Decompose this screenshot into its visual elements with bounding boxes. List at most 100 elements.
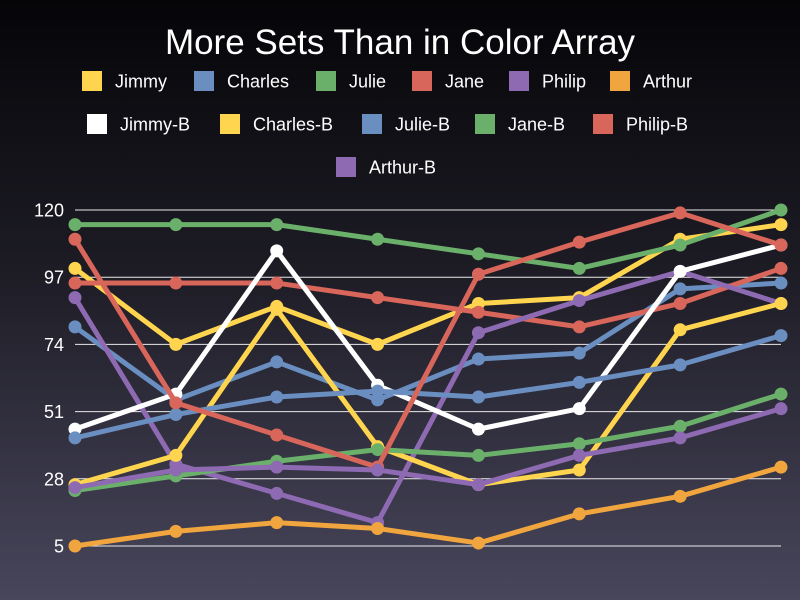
- series-line: [72, 242, 784, 432]
- data-point: [371, 232, 385, 246]
- legend-swatch: [316, 71, 336, 91]
- data-point: [169, 337, 183, 351]
- series-jane: [68, 261, 788, 334]
- data-point: [774, 238, 788, 252]
- y-tick-label: 97: [44, 268, 64, 288]
- data-point: [774, 261, 788, 275]
- data-point: [169, 448, 183, 462]
- data-point: [572, 507, 586, 521]
- data-point: [572, 294, 586, 308]
- legend-label: Julie-B: [395, 115, 450, 135]
- data-point: [673, 282, 687, 296]
- y-tick-label: 74: [44, 335, 64, 355]
- legend-swatch: [194, 71, 214, 91]
- series-arthur: [68, 460, 788, 553]
- data-point: [572, 320, 586, 334]
- series-philip-b: [68, 206, 788, 474]
- legend-label: Charles-B: [253, 115, 333, 135]
- data-point: [471, 422, 485, 436]
- data-point: [673, 206, 687, 220]
- data-point: [673, 323, 687, 337]
- data-point: [169, 408, 183, 422]
- data-point: [169, 463, 183, 477]
- data-point: [673, 419, 687, 433]
- data-point: [68, 320, 82, 334]
- legend-swatch: [220, 114, 240, 134]
- data-point: [68, 261, 82, 275]
- series-line: [72, 265, 784, 330]
- legend-item: Philip: [509, 71, 586, 92]
- data-point: [270, 244, 284, 258]
- legend-item: Jane-B: [475, 114, 565, 135]
- legend-label: Jane: [445, 72, 484, 92]
- legend-item: Julie: [316, 71, 386, 92]
- series-line: [72, 280, 784, 403]
- data-point: [270, 390, 284, 404]
- y-tick-label: 28: [44, 469, 64, 489]
- legend-item: Arthur-B: [336, 157, 436, 178]
- y-tick-label: 5: [54, 537, 64, 557]
- data-point: [169, 396, 183, 410]
- data-point: [371, 337, 385, 351]
- data-point: [371, 443, 385, 457]
- series-arthur-b: [68, 402, 788, 495]
- legend-label: Jimmy: [115, 72, 167, 92]
- data-point: [774, 402, 788, 416]
- data-point: [471, 390, 485, 404]
- legend-label: Charles: [227, 72, 289, 92]
- legend-item: Jane: [412, 71, 484, 92]
- legend-label: Julie: [349, 72, 386, 92]
- y-axis-ticks: 5 28 51 74 97 120: [34, 201, 64, 557]
- data-point: [673, 296, 687, 310]
- legend-label: Philip: [542, 72, 586, 92]
- legend-swatch: [82, 71, 102, 91]
- series-line: [72, 333, 784, 441]
- data-point: [270, 486, 284, 500]
- data-point: [673, 238, 687, 252]
- data-point: [572, 463, 586, 477]
- data-point: [774, 218, 788, 232]
- legend-item: Charles-B: [220, 114, 333, 135]
- data-point: [572, 448, 586, 462]
- series-line: [72, 207, 784, 271]
- data-point: [371, 521, 385, 535]
- y-tick-label: 51: [44, 402, 64, 422]
- data-point: [774, 276, 788, 290]
- data-point: [572, 346, 586, 360]
- data-point: [673, 489, 687, 503]
- data-point: [270, 460, 284, 474]
- legend: Jimmy Charles Julie Jane Philip Arthur Jimmy-B…: [82, 71, 692, 178]
- legend-swatch: [610, 71, 630, 91]
- series-line: [72, 300, 784, 488]
- legend-label: Jane-B: [508, 115, 565, 135]
- legend-swatch: [87, 114, 107, 134]
- data-point: [169, 276, 183, 290]
- legend-item: Arthur: [610, 71, 692, 92]
- series-line: [72, 391, 784, 493]
- data-point: [68, 276, 82, 290]
- data-point: [774, 387, 788, 401]
- data-point: [471, 247, 485, 261]
- legend-swatch: [509, 71, 529, 91]
- series-line: [72, 464, 784, 549]
- data-point: [471, 305, 485, 319]
- data-point: [371, 291, 385, 305]
- data-point: [673, 358, 687, 372]
- data-point: [169, 524, 183, 538]
- data-point: [774, 296, 788, 310]
- legend-item: Julie-B: [362, 114, 450, 135]
- legend-item: Charles: [194, 71, 289, 92]
- series-line: [72, 210, 784, 470]
- data-point: [68, 481, 82, 495]
- data-point: [270, 218, 284, 232]
- data-point: [471, 352, 485, 366]
- legend-label: Arthur: [643, 72, 692, 92]
- data-point: [471, 536, 485, 550]
- data-point: [774, 203, 788, 217]
- legend-item: Jimmy-B: [87, 114, 190, 135]
- data-point: [774, 329, 788, 343]
- data-point: [270, 302, 284, 316]
- series-line: [72, 406, 784, 491]
- data-point: [270, 276, 284, 290]
- series-julie: [68, 203, 788, 275]
